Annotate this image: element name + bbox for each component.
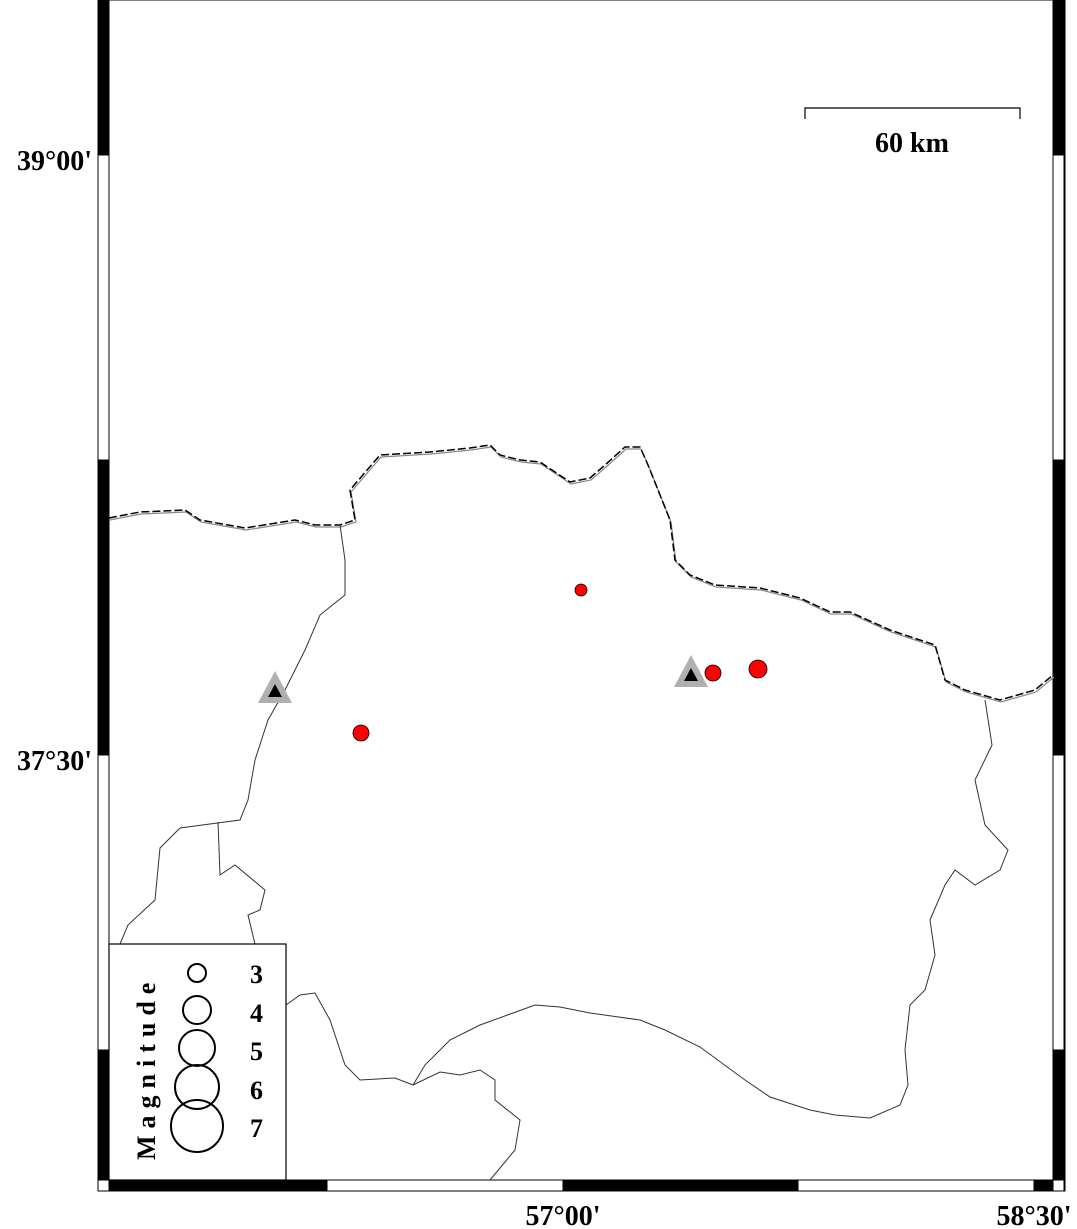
legend-mag-7: 7 bbox=[250, 1114, 263, 1143]
frame-segment bbox=[1033, 1179, 1054, 1192]
frame-corner bbox=[97, 1179, 110, 1192]
stations bbox=[258, 655, 708, 703]
legend-magnitude-circle bbox=[187, 963, 207, 983]
legend-magnitude-circle bbox=[170, 1099, 224, 1153]
international-border bbox=[108, 444, 1055, 703]
frame-segment bbox=[797, 1179, 1035, 1192]
earthquake-epicenter bbox=[574, 583, 588, 597]
frame-segment bbox=[97, 459, 110, 756]
frame-corner bbox=[1052, 1179, 1065, 1192]
frame-segment bbox=[97, 1049, 110, 1181]
earthquake-epicenter bbox=[748, 659, 768, 679]
frame-segment bbox=[97, 0, 110, 156]
frame-segment bbox=[1052, 1049, 1065, 1181]
frame-segment bbox=[97, 754, 110, 1051]
frame-segment bbox=[562, 1179, 799, 1192]
legend-mag-6: 6 bbox=[250, 1076, 263, 1105]
frame-segment bbox=[1052, 459, 1065, 756]
scale-bar: 60 km bbox=[804, 107, 1021, 159]
frame-segment bbox=[1052, 754, 1065, 1051]
seismic-station bbox=[674, 655, 708, 687]
legend-title: Magnitude bbox=[132, 976, 161, 1160]
station-inner-triangle-icon bbox=[684, 668, 698, 681]
lat-label-39-00: 39°00' bbox=[17, 146, 92, 177]
legend-mag-3: 3 bbox=[250, 960, 263, 989]
frame-segment bbox=[326, 1179, 564, 1192]
seismic-station bbox=[258, 671, 292, 703]
legend-magnitude-circle bbox=[182, 995, 212, 1025]
earthquakes bbox=[352, 583, 768, 742]
frame-segment bbox=[108, 1179, 328, 1192]
earthquake-epicenter bbox=[352, 724, 370, 742]
legend-mag-5: 5 bbox=[250, 1037, 263, 1066]
scale-bar-label: 60 km bbox=[875, 128, 949, 159]
legend: Magnitude 3 4 5 6 7 bbox=[108, 943, 287, 1181]
frame-segment bbox=[1052, 154, 1065, 461]
earthquake-epicenter bbox=[704, 664, 722, 682]
legend-magnitude-circle bbox=[174, 1064, 220, 1110]
frame-segment bbox=[97, 154, 110, 461]
station-inner-triangle-icon bbox=[268, 684, 282, 697]
frame-segment bbox=[1052, 0, 1065, 156]
lon-label-57-00: 57°00' bbox=[526, 1201, 601, 1229]
province-borders bbox=[119, 524, 1009, 1181]
lon-label-58-30: 58°30' bbox=[997, 1201, 1072, 1229]
legend-mag-4: 4 bbox=[250, 999, 263, 1028]
lat-label-37-30: 37°30' bbox=[17, 746, 92, 777]
